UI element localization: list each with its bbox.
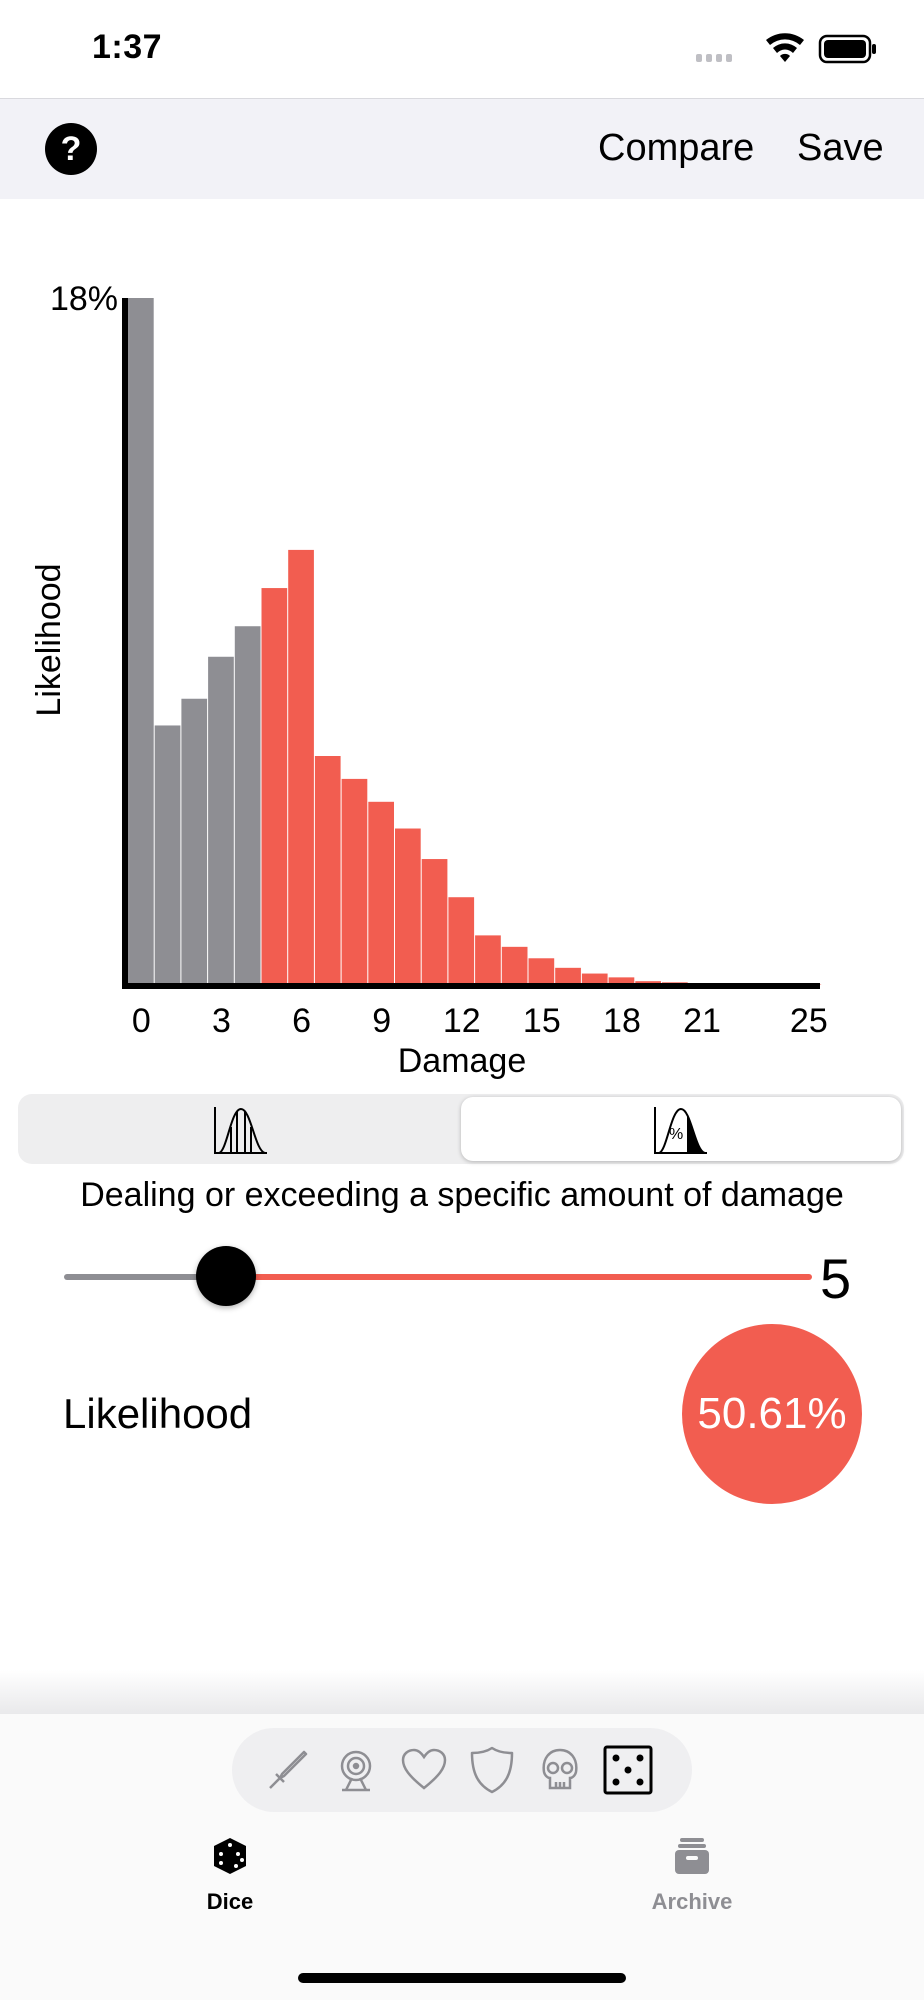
- shield-icon: [470, 1746, 514, 1794]
- bar-damage-7: [314, 756, 341, 985]
- x-tick-label: 12: [443, 1002, 481, 1040]
- category-dice[interactable]: [602, 1744, 654, 1796]
- bar-damage-10: [395, 828, 421, 985]
- damage-chart-svg: 18% Likelihood 0 3 6 9 12 15 18 21 25 Damage: [30, 280, 828, 1080]
- slider-track-below[interactable]: [64, 1274, 226, 1280]
- tab-dice-label: Dice: [206, 1889, 254, 1914]
- tab-dice[interactable]: Dice: [130, 1836, 330, 1915]
- likelihood-value: 50.61%: [697, 1389, 847, 1438]
- damage-chart: 18% Likelihood 0 3 6 9 12 15 18 21 25 Damage: [0, 250, 924, 1090]
- percent-curve-icon: %: [654, 1107, 707, 1154]
- likelihood-value-badge: 50.61%: [682, 1324, 862, 1504]
- wifi-icon: [766, 33, 804, 62]
- battery-icon: [818, 34, 876, 64]
- slider-track-above[interactable]: [226, 1274, 812, 1280]
- x-tick-label: 15: [523, 1002, 561, 1040]
- x-tick-label: 9: [372, 1002, 391, 1040]
- bar-damage-9: [368, 801, 394, 985]
- target-icon: [340, 1750, 372, 1792]
- bar-damage-17: [581, 973, 608, 985]
- status-time: 1:37: [92, 28, 163, 66]
- bar-damage-8: [341, 778, 368, 985]
- archive-icon: [675, 1838, 709, 1874]
- damage-slider-thumb[interactable]: [196, 1246, 256, 1306]
- help-button[interactable]: ?: [45, 123, 97, 175]
- bar-damage-4: [234, 626, 261, 985]
- category-heart[interactable]: [398, 1744, 450, 1796]
- x-tick-label: 3: [212, 1002, 231, 1040]
- x-tick-label: 25: [790, 1002, 828, 1040]
- bar-damage-2: [181, 698, 208, 985]
- heart-icon: [401, 1748, 447, 1790]
- bar-damage-11: [421, 859, 448, 985]
- distribution-icon: [214, 1107, 267, 1154]
- likelihood-label: Likelihood: [63, 1390, 253, 1437]
- svg-text:%: %: [669, 1126, 683, 1143]
- tab-archive-label: Archive: [651, 1889, 733, 1914]
- bar-damage-1: [154, 725, 181, 985]
- bar-damage-15: [528, 958, 555, 985]
- x-tick-label: 0: [132, 1002, 151, 1040]
- x-axis-label: Damage: [398, 1042, 527, 1080]
- dice-icon: [214, 1838, 246, 1874]
- category-target[interactable]: [330, 1744, 382, 1796]
- bar-damage-12: [448, 897, 475, 985]
- slider-value: 5: [820, 1247, 852, 1310]
- compare-button[interactable]: Compare: [598, 127, 755, 169]
- dice-icon: [603, 1745, 653, 1795]
- nav-bar: ? Compare Save: [0, 98, 924, 199]
- category-shield[interactable]: [466, 1744, 518, 1796]
- help-icon: ?: [60, 129, 82, 168]
- tabbar-shadow: [0, 1670, 924, 1716]
- save-button[interactable]: Save: [797, 127, 884, 169]
- bar-damage-16: [555, 967, 581, 985]
- bar-damage-3: [208, 656, 234, 985]
- category-selector: [232, 1728, 692, 1812]
- x-tick-label: 21: [683, 1002, 721, 1040]
- y-axis-label: Likelihood: [30, 563, 68, 716]
- bar-damage-6: [288, 549, 314, 985]
- bar-damage-13: [475, 935, 501, 985]
- mode-distribution[interactable]: [21, 1097, 461, 1161]
- sword-icon: [269, 1750, 308, 1789]
- skull-icon: [542, 1748, 578, 1790]
- bar-damage-5: [261, 588, 288, 985]
- category-skull[interactable]: [534, 1744, 586, 1796]
- bar-damage-14: [501, 946, 528, 985]
- bar-damage-0: [128, 298, 154, 985]
- bar-damage-18: [608, 977, 635, 985]
- y-max-label: 18%: [50, 280, 118, 318]
- home-indicator: [298, 1973, 626, 1983]
- x-tick-label: 6: [292, 1002, 311, 1040]
- tab-archive[interactable]: Archive: [592, 1836, 792, 1915]
- mode-description: Dealing or exceeding a specific amount o…: [80, 1176, 844, 1214]
- status-icons: [696, 30, 876, 75]
- status-bar: 1:37: [0, 0, 924, 98]
- mode-segmented-control: %: [18, 1094, 904, 1164]
- mode-exceed-probability[interactable]: %: [461, 1097, 901, 1161]
- category-sword[interactable]: [262, 1744, 314, 1796]
- x-tick-label: 18: [603, 1002, 641, 1040]
- cellular-signal-icon: [696, 54, 732, 62]
